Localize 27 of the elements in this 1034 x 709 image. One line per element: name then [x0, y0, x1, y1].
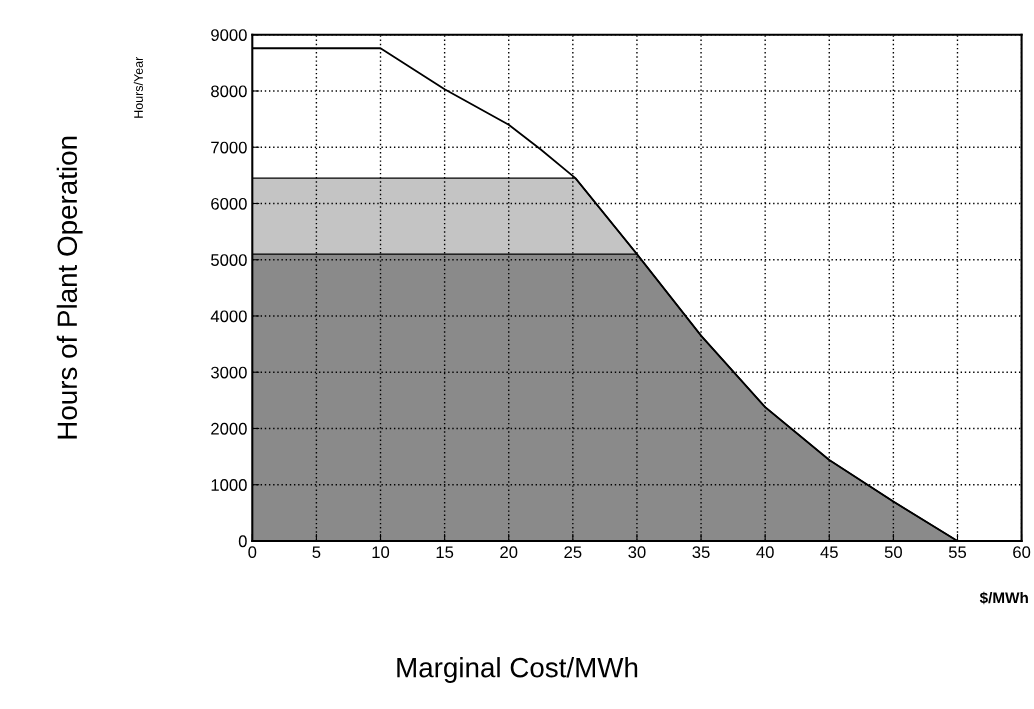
y-tick-label: 8000: [211, 85, 247, 98]
x-tick-label: 50: [884, 546, 902, 559]
x-tick-label: 45: [820, 546, 838, 559]
x-tick-label: 0: [248, 546, 257, 559]
x-tick-label: 5: [312, 546, 321, 559]
y-tick-label: 1000: [211, 479, 247, 491]
x-tick-label: 15: [436, 546, 454, 559]
x-tick-label: 55: [948, 546, 967, 559]
x-tick-label: 40: [756, 546, 774, 559]
x-axis-title: Marginal Cost/MWh: [397, 657, 638, 683]
y-tick-label: 4000: [210, 310, 247, 323]
text: $/MWh: [979, 591, 1028, 605]
x-tick-label: 30: [628, 546, 646, 559]
x-tick-label: 25: [564, 546, 582, 559]
y-axis-title: Hours of Plant Operation: [56, 136, 83, 439]
x-tick-label: 10: [372, 546, 390, 559]
x-tick-label: 35: [692, 546, 710, 559]
y-tick-label: 3000: [211, 366, 247, 379]
x-tick-label: 20: [500, 546, 518, 559]
y-tick-label: 0: [238, 535, 247, 548]
x-tick-label: 60: [1013, 546, 1031, 559]
text: Hours/Year: [133, 56, 143, 118]
y-tick-label: 6000: [211, 197, 247, 210]
y-tick-label: 9000: [211, 29, 247, 41]
y-tick-label: 7000: [211, 141, 247, 154]
y-tick-label: 2000: [211, 422, 247, 435]
y-tick-label: 5000: [211, 254, 247, 266]
